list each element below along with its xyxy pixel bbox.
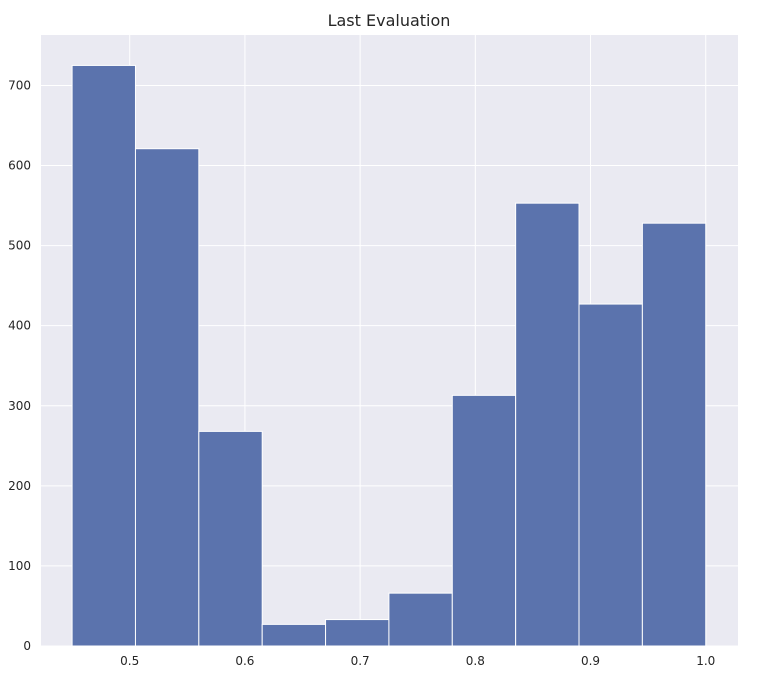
- x-tick-label: 0.5: [120, 654, 139, 668]
- x-tick-label: 0.8: [466, 654, 485, 668]
- y-axis-ticks: 0 100 200 300 400 500 600 700: [8, 78, 31, 653]
- x-axis-ticks: 0.5 0.6 0.7 0.8 0.9 1.0: [120, 654, 715, 668]
- histogram-bar: [261, 623, 327, 647]
- histogram-bar: [325, 619, 390, 647]
- y-tick-label: 500: [8, 239, 31, 253]
- chart-title: Last Evaluation: [328, 11, 451, 30]
- y-tick-label: 100: [8, 559, 31, 573]
- histogram-bars: [71, 64, 707, 647]
- y-tick-label: 300: [8, 399, 31, 413]
- histogram-bar: [451, 394, 517, 647]
- y-tick-label: 700: [8, 78, 31, 92]
- x-tick-label: 0.6: [235, 654, 254, 668]
- x-tick-label: 0.9: [581, 654, 600, 668]
- histogram-bar: [641, 222, 707, 647]
- histogram-bar: [198, 430, 263, 647]
- histogram-bar: [388, 592, 453, 647]
- x-tick-label: 0.7: [351, 654, 370, 668]
- y-tick-label: 200: [8, 479, 31, 493]
- y-tick-label: 0: [23, 639, 31, 653]
- histogram-bar: [71, 64, 136, 647]
- x-tick-label: 1.0: [696, 654, 715, 668]
- y-tick-label: 400: [8, 319, 31, 333]
- histogram-bar: [515, 202, 580, 647]
- y-tick-label: 600: [8, 159, 31, 173]
- histogram-bar: [134, 148, 200, 647]
- histogram-bar: [578, 303, 643, 647]
